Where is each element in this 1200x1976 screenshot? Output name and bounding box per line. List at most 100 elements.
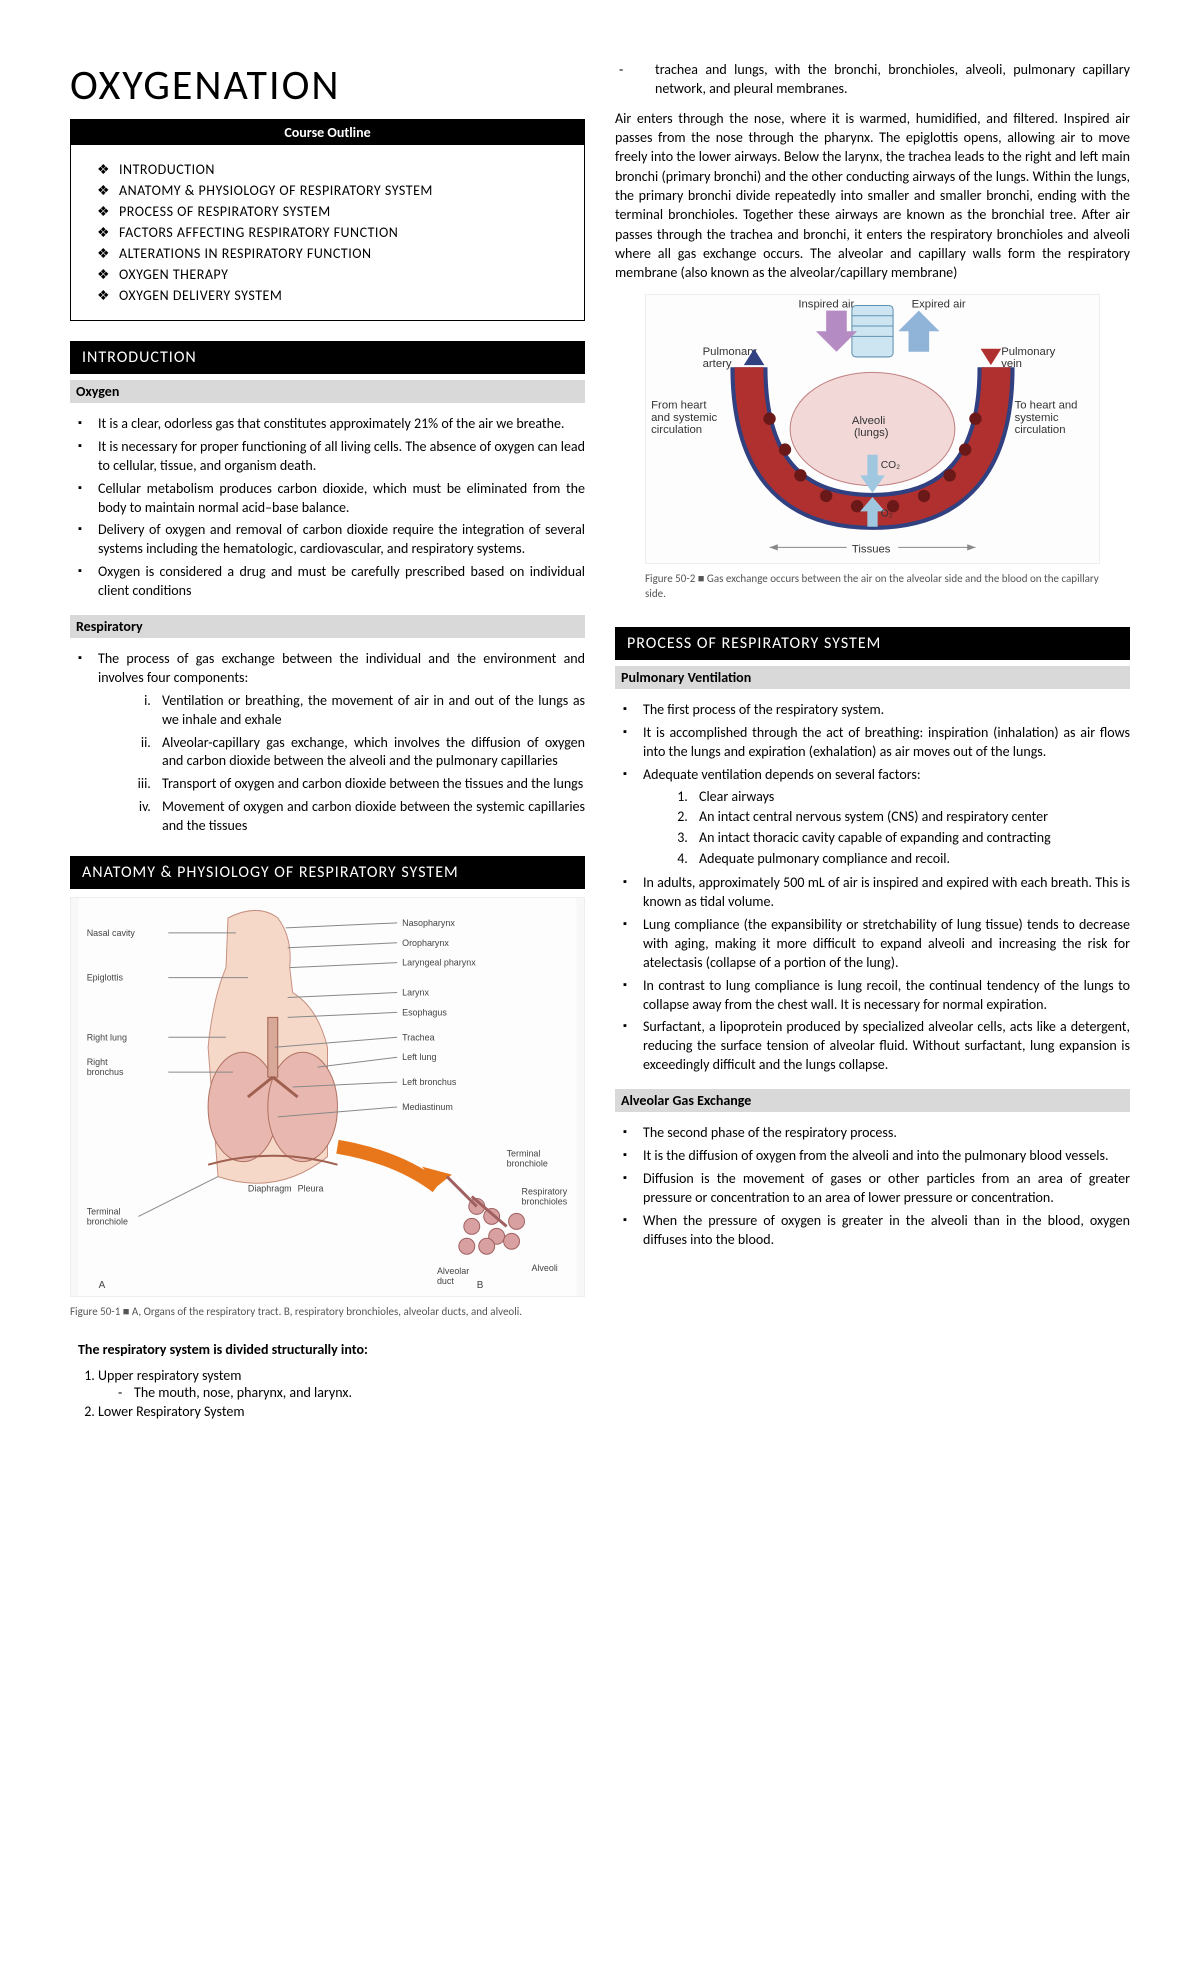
section-anatomy: ANATOMY & PHYSIOLOGY OF RESPIRATORY SYST… xyxy=(70,856,585,889)
svg-text:duct: duct xyxy=(437,1276,454,1286)
svg-text:Expired air: Expired air xyxy=(912,299,966,311)
left-column: OXYGENATION Course Outline INTRODUCTION … xyxy=(70,60,585,1421)
svg-text:circulation: circulation xyxy=(1015,425,1066,437)
upper-detail: The mouth, nose, pharynx, and larynx. xyxy=(98,1384,585,1401)
list-item: Adequate ventilation depends on several … xyxy=(643,764,1130,872)
svg-text:Mediastinum: Mediastinum xyxy=(402,1102,453,1112)
list-text: Upper respiratory system xyxy=(98,1367,241,1384)
svg-text:Alveolar: Alveolar xyxy=(437,1266,469,1276)
list-item: The process of gas exchange between the … xyxy=(98,648,585,840)
page-title: OXYGENATION xyxy=(70,60,585,111)
list-text: The process of gas exchange between the … xyxy=(98,650,585,686)
section-introduction: INTRODUCTION xyxy=(70,341,585,374)
alveolar-gas-exchange-list: The second phase of the respiratory proc… xyxy=(615,1122,1130,1251)
list-item: Delivery of oxygen and removal of carbon… xyxy=(98,519,585,561)
svg-text:CO₂: CO₂ xyxy=(881,461,900,472)
svg-text:bronchiole: bronchiole xyxy=(507,1159,548,1169)
svg-text:and systemic: and systemic xyxy=(651,412,717,424)
svg-text:Pleura: Pleura xyxy=(298,1184,324,1194)
list-item: In contrast to lung compliance is lung r… xyxy=(643,975,1130,1017)
outline-item: ALTERATIONS IN RESPIRATORY FUNCTION xyxy=(91,243,564,264)
ventilation-factors: Clear airways An intact central nervous … xyxy=(643,787,1130,871)
subheader-pulmonary-ventilation: Pulmonary Ventilation xyxy=(615,666,1130,689)
svg-text:Epiglottis: Epiglottis xyxy=(87,973,124,983)
svg-text:Esophagus: Esophagus xyxy=(402,1007,447,1017)
svg-text:systemic: systemic xyxy=(1015,412,1059,424)
svg-text:Trachea: Trachea xyxy=(402,1032,434,1042)
figure-caption-1: Figure 50-1 ■ A, Organs of the respirato… xyxy=(70,1301,585,1329)
svg-text:Tissues: Tissues xyxy=(852,544,891,556)
list-item: It is necessary for proper functioning o… xyxy=(98,436,585,478)
outline-item: INTRODUCTION xyxy=(91,159,564,180)
subheader-oxygen: Oxygen xyxy=(70,380,585,403)
svg-text:Laryngeal pharynx: Laryngeal pharynx xyxy=(402,958,476,968)
svg-text:vein: vein xyxy=(1001,359,1022,371)
respiratory-components: Ventilation or breathing, the movement o… xyxy=(98,690,585,838)
section-process: PROCESS OF RESPIRATORY SYSTEM xyxy=(615,627,1130,660)
list-item: In adults, approximately 500 mL of air i… xyxy=(643,872,1130,914)
svg-text:circulation: circulation xyxy=(651,425,702,437)
outline-item: ANATOMY & PHYSIOLOGY OF RESPIRATORY SYST… xyxy=(91,180,564,201)
list-item: Lower Respiratory System xyxy=(98,1402,585,1421)
svg-text:A: A xyxy=(99,1280,106,1291)
list-item: Alveolar-capillary gas exchange, which i… xyxy=(154,732,585,774)
svg-text:Larynx: Larynx xyxy=(402,988,429,998)
subheader-alveolar-gas-exchange: Alveolar Gas Exchange xyxy=(615,1089,1130,1112)
list-item: Upper respiratory system The mouth, nose… xyxy=(98,1366,585,1402)
list-item: It is the diffusion of oxygen from the a… xyxy=(643,1145,1130,1168)
list-item: The second phase of the respiratory proc… xyxy=(643,1122,1130,1145)
list-item: Clear airways xyxy=(691,787,1130,808)
list-text: Adequate ventilation depends on several … xyxy=(643,766,921,783)
svg-text:Pulmonary: Pulmonary xyxy=(1001,346,1055,358)
svg-text:Left lung: Left lung xyxy=(402,1052,436,1062)
svg-text:bronchiole: bronchiole xyxy=(87,1216,128,1226)
svg-text:Pulmonary: Pulmonary xyxy=(703,346,757,358)
respiratory-list: The process of gas exchange between the … xyxy=(70,648,585,840)
svg-text:artery: artery xyxy=(703,359,732,371)
structural-division-list: Upper respiratory system The mouth, nose… xyxy=(70,1366,585,1421)
outline-header: Course Outline xyxy=(71,120,584,145)
course-outline-box: Course Outline INTRODUCTION ANATOMY & PH… xyxy=(70,119,585,321)
list-item: Adequate pulmonary compliance and recoil… xyxy=(691,849,1130,870)
svg-text:Nasal cavity: Nasal cavity xyxy=(87,928,136,938)
svg-text:Terminal: Terminal xyxy=(87,1206,121,1216)
list-item: The first process of the respiratory sys… xyxy=(643,699,1130,722)
air-flow-paragraph: Air enters through the nose, where it is… xyxy=(615,109,1130,283)
right-column: trachea and lungs, with the bronchi, bro… xyxy=(615,60,1130,1421)
list-item: Oxygen is considered a drug and must be … xyxy=(98,561,585,603)
list-item: It is accomplished through the act of br… xyxy=(643,722,1130,764)
svg-text:bronchus: bronchus xyxy=(87,1067,124,1077)
pulmonary-ventilation-list: The first process of the respiratory sys… xyxy=(615,699,1130,1077)
list-item: Diffusion is the movement of gases or ot… xyxy=(643,1168,1130,1210)
list-item: It is a clear, odorless gas that constit… xyxy=(98,413,585,436)
outline-item: FACTORS AFFECTING RESPIRATORY FUNCTION xyxy=(91,222,564,243)
structural-division-header: The respiratory system is divided struct… xyxy=(78,1341,585,1358)
oxygen-list: It is a clear, odorless gas that constit… xyxy=(70,413,585,603)
list-item: Movement of oxygen and carbon dioxide be… xyxy=(154,796,585,838)
list-item: Lung compliance (the expansibility or st… xyxy=(643,914,1130,975)
outline-body: INTRODUCTION ANATOMY & PHYSIOLOGY OF RES… xyxy=(71,145,584,320)
subheader-respiratory: Respiratory xyxy=(70,615,585,638)
list-item: An intact thoracic cavity capable of exp… xyxy=(691,828,1130,849)
figure-gas-exchange: Inspired air Expired air Pulmonary arter… xyxy=(645,294,1100,564)
list-item: When the pressure of oxygen is greater i… xyxy=(643,1210,1130,1252)
outline-item: OXYGEN THERAPY xyxy=(91,264,564,285)
svg-text:Diaphragm: Diaphragm xyxy=(248,1184,292,1194)
svg-text:Inspired air: Inspired air xyxy=(798,299,854,311)
outline-item: OXYGEN DELIVERY SYSTEM xyxy=(91,285,564,306)
svg-text:Respiratory: Respiratory xyxy=(522,1187,568,1197)
svg-text:(lungs): (lungs) xyxy=(854,428,889,440)
svg-text:Left bronchus: Left bronchus xyxy=(402,1077,457,1087)
list-item: Cellular metabolism produces carbon diox… xyxy=(98,478,585,520)
svg-text:O₂: O₂ xyxy=(881,509,893,520)
svg-text:Terminal: Terminal xyxy=(507,1149,541,1159)
svg-text:Alveoli: Alveoli xyxy=(852,415,885,427)
svg-text:Oropharynx: Oropharynx xyxy=(402,938,449,948)
list-item: Ventilation or breathing, the movement o… xyxy=(154,690,585,732)
outline-item: PROCESS OF RESPIRATORY SYSTEM xyxy=(91,201,564,222)
list-item: Transport of oxygen and carbon dioxide b… xyxy=(154,773,585,796)
lower-detail: trachea and lungs, with the bronchi, bro… xyxy=(615,60,1130,99)
svg-text:Right lung: Right lung xyxy=(87,1032,127,1042)
figure-caption-2: Figure 50-2 ■ Gas exchange occurs betwee… xyxy=(615,568,1130,611)
svg-text:bronchioles: bronchioles xyxy=(522,1196,568,1206)
